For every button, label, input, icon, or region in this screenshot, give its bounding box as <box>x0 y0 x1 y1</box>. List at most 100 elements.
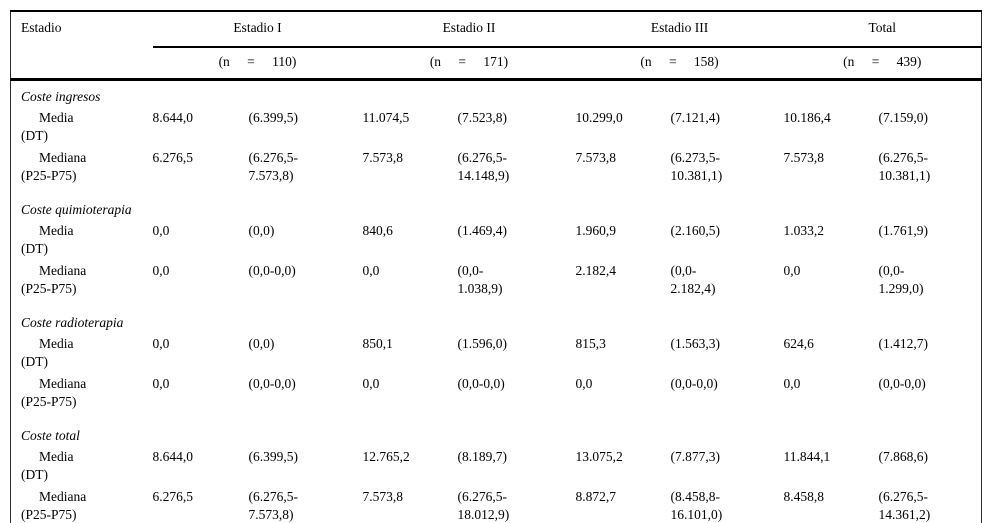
table-row: Media (DT) 8.644,0 (6.399,5) 12.765,2 (8.189,… <box>11 447 982 487</box>
table-cell: (1.469,4) <box>457 223 508 238</box>
stat-label: Media <box>39 449 74 464</box>
table-cell: 0,0 <box>783 263 801 278</box>
table-row: Media (DT) 0,0 (0,0) 840,6 (1.469,4) 1.960,9 (2… <box>11 221 982 261</box>
table-cell: (0,0- 1.038,9) <box>457 263 503 296</box>
table-cell: 815,3 <box>575 336 606 351</box>
row-label: Mediana (P25-P75) <box>11 148 153 194</box>
table-cell: 7.573,8 <box>783 150 825 165</box>
table-cell: 8.458,8 <box>783 489 825 504</box>
table-cell: (0,0) <box>248 336 275 351</box>
stat-label: Mediana <box>39 150 87 165</box>
table-cell: 13.075,2 <box>575 449 623 464</box>
row-label: Media (DT) <box>11 221 153 261</box>
table-cell: 1.960,9 <box>575 223 617 238</box>
table-cell: (7.877,3) <box>670 449 721 464</box>
table-cell: 10.186,4 <box>783 110 831 125</box>
table-cell: (6.399,5) <box>248 110 299 125</box>
column-header-estadio: Estadio <box>10 11 153 81</box>
table-cell: (0,0-0,0) <box>670 376 718 391</box>
stat-label: Mediana <box>39 489 87 504</box>
group-header-row: Estadio Estadio I Estadio II Estadio III… <box>10 11 982 81</box>
stat-sublabel: (DT) <box>21 354 48 369</box>
table-cell: 10.299,0 <box>575 110 623 125</box>
table-cell: 8.644,0 <box>152 449 194 464</box>
section-row: Coste total <box>11 420 982 447</box>
stat-label: Media <box>39 223 74 238</box>
table-cell: (2.160,5) <box>670 223 721 238</box>
group-header-estadio-1: Estadio I <box>152 11 363 48</box>
table-cell: 840,6 <box>362 223 393 238</box>
table-cell: 0,0 <box>152 376 170 391</box>
section-title: Coste total <box>21 428 80 443</box>
table-cell: 624,6 <box>783 336 814 351</box>
table-cell: (0,0-0,0) <box>878 376 926 391</box>
table-cell: (6.276,5- 14.361,2) <box>878 489 931 522</box>
row-label: Mediana (P25-P75) <box>11 261 153 307</box>
table-cell: 2.182,4 <box>575 263 617 278</box>
section-row: Coste quimioterapia <box>11 194 982 221</box>
table-cell: (6.276,5- 7.573,8) <box>248 150 299 183</box>
table-cell: (1.563,3) <box>670 336 721 351</box>
table-row: Mediana (P25-P75) 6.276,5 (6.276,5- 7.573,8… <box>11 148 982 194</box>
table-header: Estadio Estadio I Estadio II Estadio III… <box>10 11 982 81</box>
sample-size-estadio-3: (n = 158) <box>575 47 784 81</box>
stat-label: Mediana <box>39 263 87 278</box>
section-row: Coste ingresos <box>11 80 982 109</box>
table-cell: (7.159,0) <box>878 110 929 125</box>
table-cell: (0,0-0,0) <box>248 376 296 391</box>
sample-size-estadio-1: (n = 110) <box>152 47 363 81</box>
stat-sublabel: (DT) <box>21 467 48 482</box>
sample-size-estadio-2: (n = 171) <box>362 47 576 81</box>
table-row: Mediana (P25-P75) 0,0 (0,0-0,0) 0,0 (0,0- 1.0… <box>11 261 982 307</box>
cost-by-stage-table: Estadio Estadio I Estadio II Estadio III… <box>10 10 983 523</box>
table-cell: (0,0-0,0) <box>248 263 296 278</box>
table-cell: 0,0 <box>362 376 380 391</box>
row-label: Mediana (P25-P75) <box>11 487 153 523</box>
row-label: Media (DT) <box>11 447 153 487</box>
row-label: Media (DT) <box>11 108 153 148</box>
table-cell: 7.573,8 <box>362 489 404 504</box>
table-cell: (6.276,5- 10.381,1) <box>878 150 931 183</box>
table-cell: (0,0-0,0) <box>457 376 505 391</box>
stat-label: Media <box>39 110 74 125</box>
table-cell: (1.761,9) <box>878 223 929 238</box>
sample-size-total: (n = 439) <box>783 47 982 81</box>
section-row: Coste radioterapia <box>11 307 982 334</box>
table-cell: (8.458,8- 16.101,0) <box>670 489 723 522</box>
table-row: Media (DT) 0,0 (0,0) 850,1 (1.596,0) 815,3 (1.5… <box>11 334 982 374</box>
table-cell: (6.276,5- 7.573,8) <box>248 489 299 522</box>
stat-sublabel: (P25-P75) <box>21 168 77 183</box>
stat-sublabel: (DT) <box>21 128 48 143</box>
group-header-estadio-3: Estadio III <box>575 11 784 48</box>
group-header-total: Total <box>783 11 982 48</box>
table-cell: (6.276,5- 14.148,9) <box>457 150 510 183</box>
section-title: Coste quimioterapia <box>21 202 132 217</box>
stat-sublabel: (P25-P75) <box>21 281 77 296</box>
table-cell: 8.872,7 <box>575 489 617 504</box>
table-cell: 11.844,1 <box>783 449 831 464</box>
section-title: Coste radioterapia <box>21 315 124 330</box>
table-cell: 0,0 <box>152 336 170 351</box>
table-cell: 12.765,2 <box>362 449 410 464</box>
table-cell: 11.074,5 <box>362 110 410 125</box>
table-cell: 0,0 <box>152 223 170 238</box>
table-cell: 8.644,0 <box>152 110 194 125</box>
stat-sublabel: (DT) <box>21 241 48 256</box>
table-cell: 7.573,8 <box>362 150 404 165</box>
table-cell: 0,0 <box>152 263 170 278</box>
table-row: Media (DT) 8.644,0 (6.399,5) 11.074,5 (7.523,… <box>11 108 982 148</box>
table-cell: (1.596,0) <box>457 336 508 351</box>
stat-sublabel: (P25-P75) <box>21 507 77 522</box>
table-row: Mediana (P25-P75) 6.276,5 (6.276,5- 7.573,8… <box>11 487 982 523</box>
table-cell: (7.868,6) <box>878 449 929 464</box>
table-row: Mediana (P25-P75) 0,0 (0,0-0,0) 0,0 (0,0-0,0)… <box>11 374 982 420</box>
table-cell: 0,0 <box>783 376 801 391</box>
table-cell: (8.189,7) <box>457 449 508 464</box>
table-cell: 6.276,5 <box>152 489 194 504</box>
table-cell: (1.412,7) <box>878 336 929 351</box>
table-cell: (6.399,5) <box>248 449 299 464</box>
table-cell: 6.276,5 <box>152 150 194 165</box>
table-cell: (0,0) <box>248 223 275 238</box>
table-cell: 1.033,2 <box>783 223 825 238</box>
